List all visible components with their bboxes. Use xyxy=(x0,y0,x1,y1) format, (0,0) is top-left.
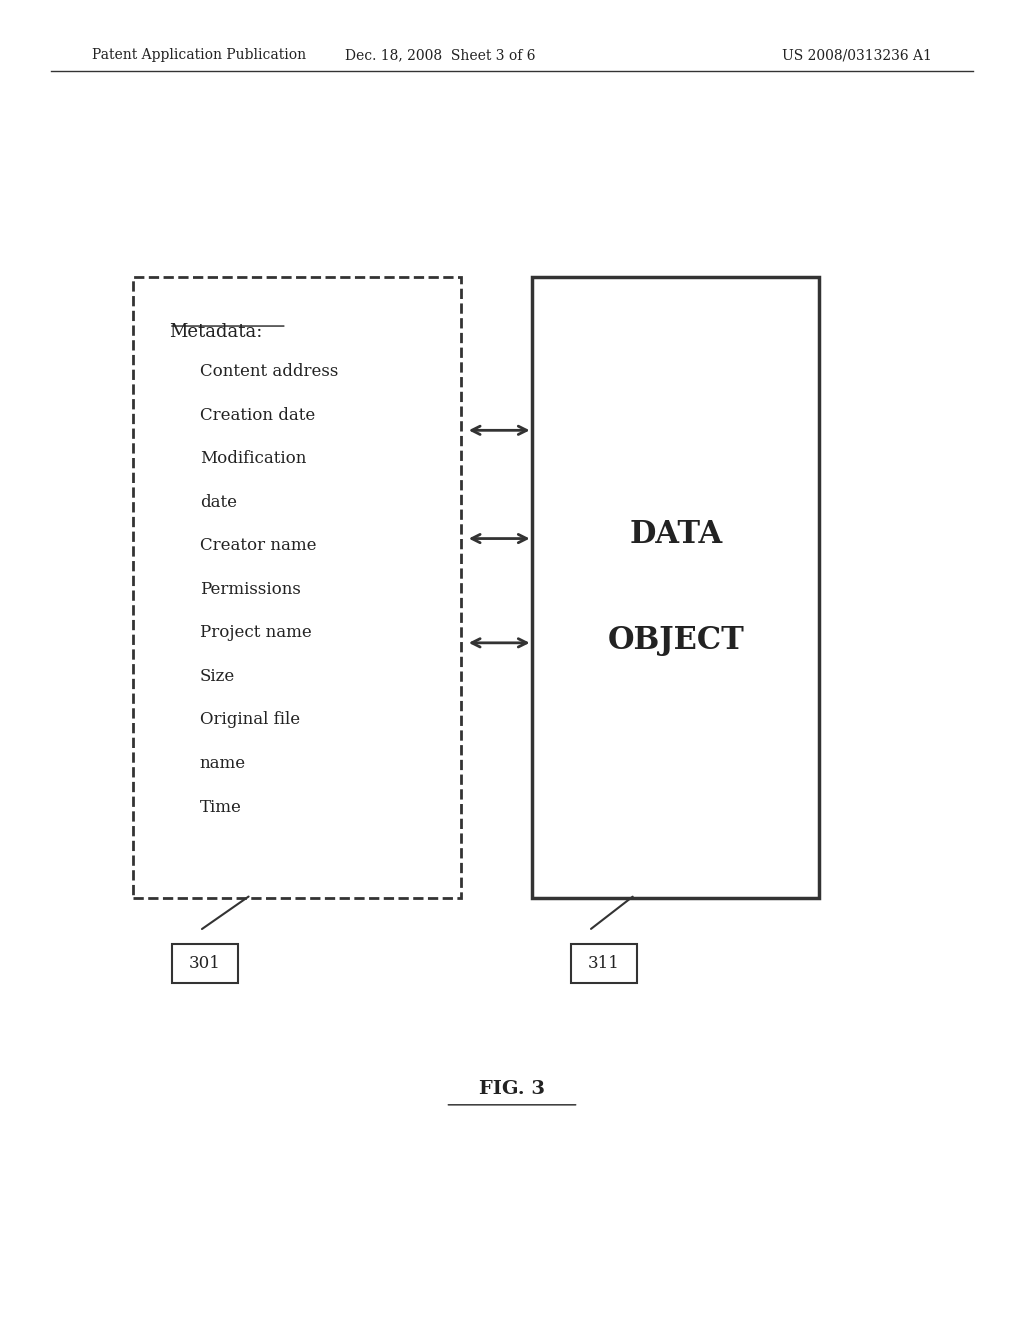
Text: Creator name: Creator name xyxy=(200,537,316,554)
Text: Content address: Content address xyxy=(200,363,338,380)
Text: Time: Time xyxy=(200,799,242,816)
Text: Size: Size xyxy=(200,668,234,685)
Text: Creation date: Creation date xyxy=(200,407,315,424)
Text: Project name: Project name xyxy=(200,624,311,642)
Text: date: date xyxy=(200,494,237,511)
Text: Dec. 18, 2008  Sheet 3 of 6: Dec. 18, 2008 Sheet 3 of 6 xyxy=(345,49,536,62)
Text: 301: 301 xyxy=(188,956,221,972)
Text: Modification: Modification xyxy=(200,450,306,467)
Text: US 2008/0313236 A1: US 2008/0313236 A1 xyxy=(782,49,932,62)
FancyBboxPatch shape xyxy=(571,944,637,983)
Text: FIG. 3: FIG. 3 xyxy=(479,1080,545,1098)
Text: Patent Application Publication: Patent Application Publication xyxy=(92,49,306,62)
FancyBboxPatch shape xyxy=(172,944,238,983)
Text: Permissions: Permissions xyxy=(200,581,301,598)
Text: Metadata:: Metadata: xyxy=(169,323,262,342)
Text: OBJECT: OBJECT xyxy=(607,624,744,656)
Text: 311: 311 xyxy=(588,956,621,972)
Text: Original file: Original file xyxy=(200,711,300,729)
Text: DATA: DATA xyxy=(630,519,722,550)
Text: name: name xyxy=(200,755,246,772)
